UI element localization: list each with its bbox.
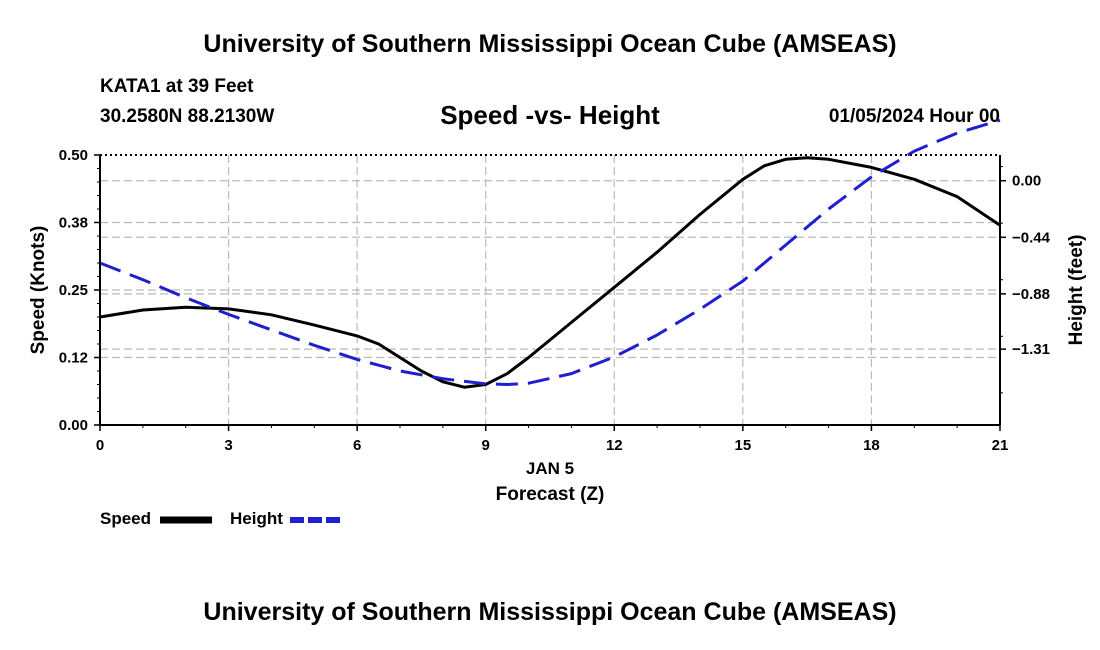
x-tick-label: 21 [992, 437, 1009, 454]
y-left-tick-label: 0.25 [59, 282, 88, 299]
grid-lines [100, 155, 1000, 425]
x-tick-label: 12 [606, 437, 623, 454]
plot-frame [99, 154, 1001, 426]
x-axis-date-label: JAN 5 [526, 459, 574, 478]
chart-date: 01/05/2024 Hour 00 [828, 106, 1000, 127]
y-left-tick-label: 0.38 [59, 215, 88, 232]
page-title: University of Southern Mississippi Ocean… [203, 30, 897, 58]
y-right-tick-label: −0.44 [1012, 229, 1051, 246]
x-tick-label: 3 [224, 437, 232, 454]
y-left-axis-title: Speed (Knots) [28, 226, 49, 355]
series-line-height [99, 118, 1001, 386]
station-coordinates: 30.2580N 88.2130W [100, 106, 275, 127]
y-left-tick-label: 0.00 [59, 417, 88, 434]
y-left-tick-label: 0.12 [59, 350, 88, 367]
y-right-tick-label: −0.88 [1012, 286, 1050, 303]
series-line-speed [99, 156, 1001, 389]
chart-subtitle: Speed -vs- Height [440, 100, 660, 130]
legend-speed-label: Speed [100, 509, 152, 528]
y-right-axis-title: Height (feet) [1066, 235, 1087, 346]
y-right-tick-label: 0.00 [1012, 173, 1041, 190]
y-right-tick-label: −1.31 [1012, 341, 1050, 358]
footer-title: University of Southern Mississippi Ocean… [203, 598, 897, 626]
x-axis-title: Forecast (Z) [496, 484, 605, 505]
x-tick-label: 0 [96, 437, 104, 454]
legend-height-label: Height [230, 509, 283, 528]
axis-labels: 0 3 6 9 12 15 18 21 0.00 0.12 0.25 0.38 0.50 0.00 −0.4… [28, 147, 1087, 505]
station-name: KATA1 at 39 Feet [100, 76, 254, 97]
series-layer [99, 118, 1001, 389]
y-left-tick-label: 0.50 [59, 147, 88, 164]
x-tick-label: 6 [353, 437, 361, 454]
x-tick-label: 15 [735, 437, 752, 454]
axis-ticks [94, 154, 1006, 431]
x-tick-label: 18 [863, 437, 880, 454]
x-tick-label: 9 [482, 437, 490, 454]
